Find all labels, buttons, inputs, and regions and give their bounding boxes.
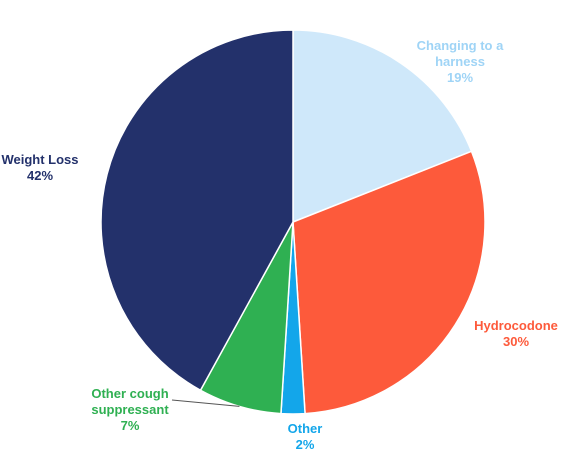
value-label: 30% <box>502 334 530 349</box>
slice-label: Other cough suppressant 7% <box>65 386 195 434</box>
value-label: 19% <box>446 70 474 85</box>
value-label: 42% <box>26 168 54 183</box>
category-label: Changing to a harness <box>416 38 504 69</box>
category-label: Hydrocodone <box>474 318 558 333</box>
pie-slice <box>292 29 473 224</box>
slice-label: Changing to a harness 19% <box>400 38 520 86</box>
leader-line <box>171 399 240 407</box>
category-label: Weight Loss <box>1 152 79 167</box>
pie-slice <box>292 150 486 415</box>
value-label: 2% <box>295 437 315 452</box>
category-label: Other cough suppressant <box>91 386 169 417</box>
slice-label: Weight Loss 42% <box>0 152 85 184</box>
slice-label: Other 2% <box>275 421 335 453</box>
category-label: Other <box>287 421 323 436</box>
pie-slice <box>100 29 294 392</box>
value-label: 7% <box>120 418 140 433</box>
slice-label: Hydrocodone 30% <box>456 318 576 350</box>
